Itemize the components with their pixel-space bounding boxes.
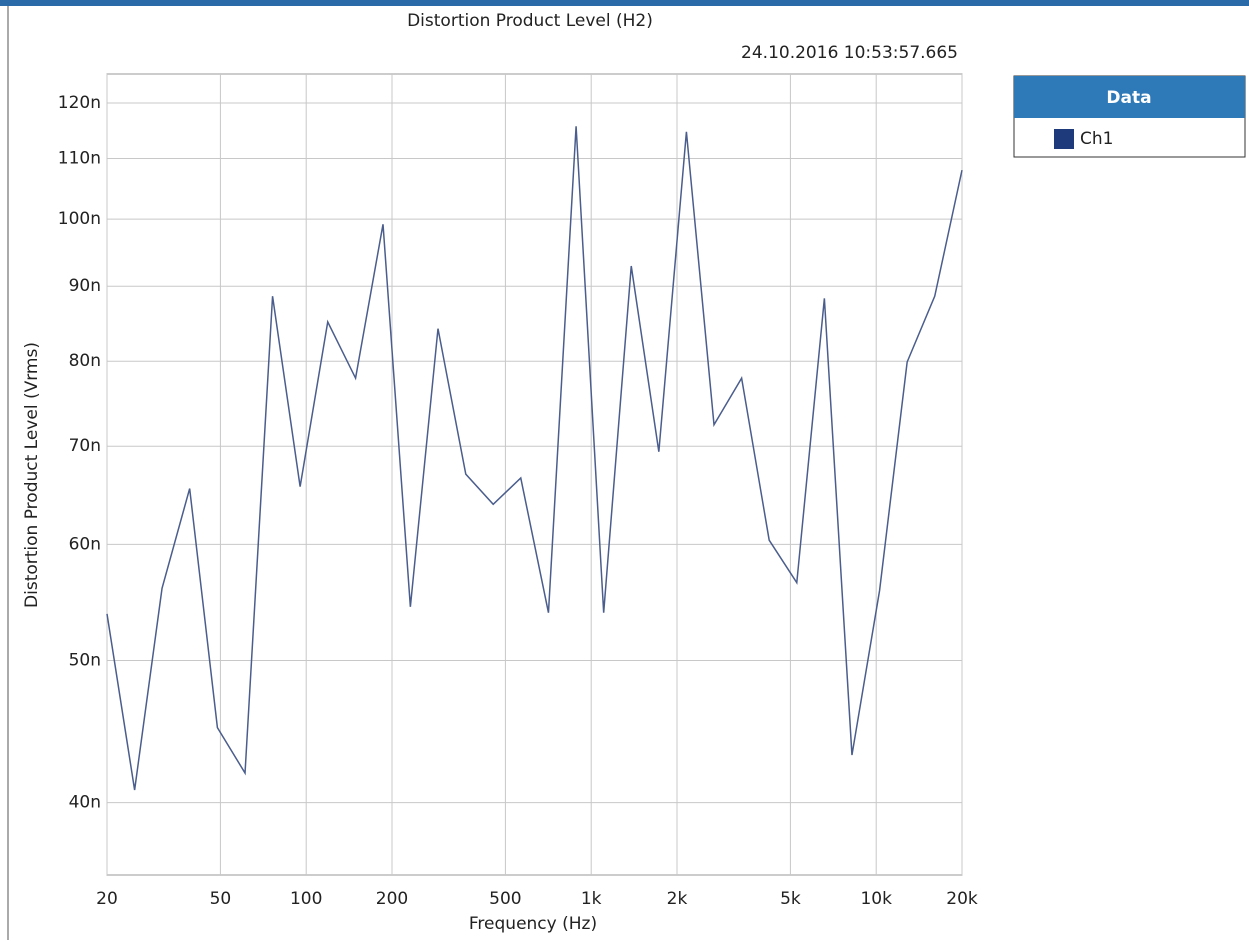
- y-tick-label: 110n: [58, 148, 101, 168]
- plot-area: [106, 73, 963, 876]
- y-tick-label: 50n: [69, 650, 101, 670]
- x-tick-label: 20k: [946, 889, 978, 909]
- x-tick-label: 1k: [581, 889, 602, 909]
- y-tick-label: 100n: [58, 209, 101, 229]
- legend-header: [1014, 76, 1245, 118]
- y-tick-label: 60n: [69, 534, 101, 554]
- x-tick-label: 2k: [667, 889, 688, 909]
- x-axis-label: Frequency (Hz): [469, 914, 597, 934]
- legend-label: Ch1: [1080, 129, 1113, 149]
- x-tick-label: 5k: [780, 889, 801, 909]
- legend-title: Data: [1106, 88, 1151, 108]
- y-axis-label: Distortion Product Level (Vrms): [22, 342, 42, 608]
- data-line: [106, 126, 963, 791]
- y-tick-label: 80n: [69, 351, 101, 371]
- y-tick-label: 120n: [58, 93, 101, 113]
- x-tick-label: 50: [210, 889, 232, 909]
- x-tick-label: 20: [96, 889, 118, 909]
- window-bar: [0, 0, 1249, 6]
- timestamp: 24.10.2016 10:53:57.665: [741, 43, 958, 63]
- x-tick-label: 100: [290, 889, 322, 909]
- x-tick-label: 200: [376, 889, 408, 909]
- y-tick-label: 40n: [69, 793, 101, 813]
- legend-swatch: [1054, 129, 1074, 149]
- y-tick-label: 90n: [69, 276, 101, 296]
- x-tick-label: 500: [489, 889, 521, 909]
- chart-title: Distortion Product Level (H2): [407, 11, 653, 31]
- x-tick-label: 10k: [860, 889, 892, 909]
- y-tick-label: 70n: [69, 436, 101, 456]
